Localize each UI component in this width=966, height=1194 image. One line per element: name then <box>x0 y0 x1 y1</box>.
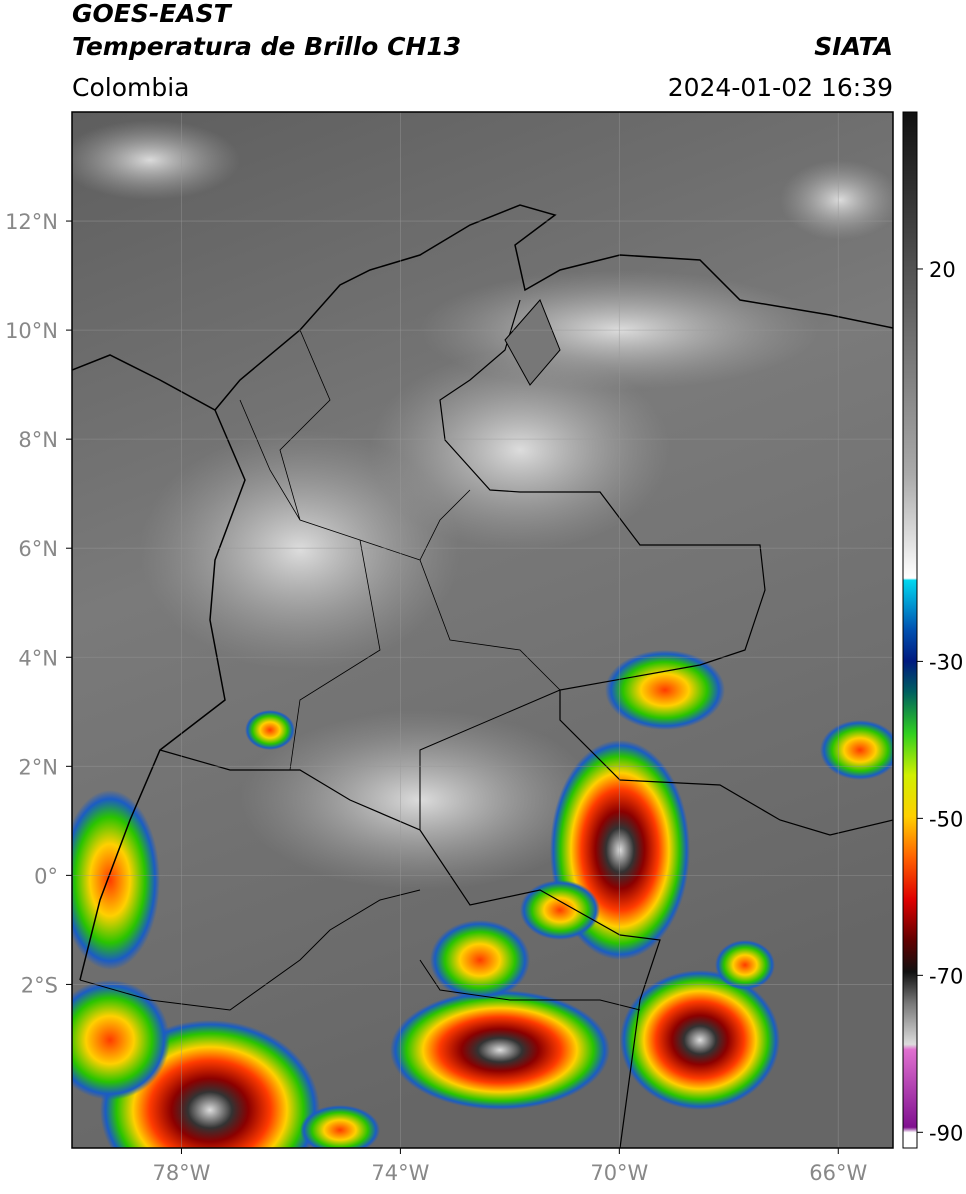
y-tick-label: 2°N <box>18 755 58 779</box>
source: SIATA <box>814 32 893 61</box>
x-tick-label: 66°W <box>809 1161 867 1185</box>
colorbar-tick-label: -70 <box>929 964 963 988</box>
colorbar <box>902 111 918 1149</box>
satellite-image <box>72 112 893 1148</box>
y-tick-label: 10°N <box>5 319 58 343</box>
title: GOES-EAST <box>72 0 233 28</box>
y-tick-label: 6°N <box>18 537 58 561</box>
colorbar-tick-label: -90 <box>929 1121 963 1145</box>
y-tick-label: 4°N <box>18 646 58 670</box>
x-tick-label: 74°W <box>371 1161 429 1185</box>
y-tick-label: 12°N <box>5 210 58 234</box>
graticule <box>72 112 893 1148</box>
x-tick-label: 78°W <box>152 1161 210 1185</box>
colorbar-tick-label: -50 <box>929 807 963 831</box>
y-tick-label: 8°N <box>18 428 58 452</box>
datetime: 2024-01-02 16:39 <box>668 73 893 102</box>
y-tick-label: 0° <box>34 864 58 888</box>
y-tick-label: 2°S <box>21 973 58 997</box>
map-frame <box>71 111 894 1149</box>
colorbar-tick-label: -30 <box>929 650 963 674</box>
subtitle: Temperatura de Brillo CH13 <box>72 32 461 61</box>
x-tick-label: 70°W <box>590 1161 648 1185</box>
region: Colombia <box>72 73 189 102</box>
colorbar-tick-label: 20 <box>929 258 956 282</box>
